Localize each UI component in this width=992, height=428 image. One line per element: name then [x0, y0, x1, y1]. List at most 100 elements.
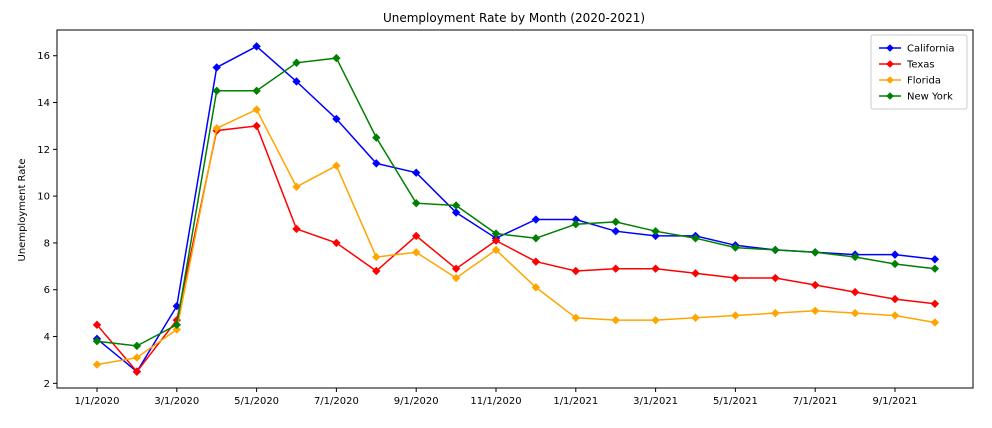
y-tick-label: 6 [44, 285, 50, 296]
data-point-florida [930, 318, 940, 327]
legend-marker [886, 76, 894, 84]
legend-entry-california: California [879, 44, 955, 55]
series-new-york [92, 53, 940, 351]
y-tick-label: 4 [44, 332, 50, 343]
y-tick-label: 12 [37, 145, 50, 156]
data-point-california [451, 208, 461, 217]
data-point-california [531, 215, 541, 224]
legend-label: California [907, 44, 955, 55]
series-florida [92, 105, 940, 369]
data-point-new-york [332, 53, 341, 63]
x-tick-label: 3/1/2020 [154, 396, 199, 407]
y-tick-label: 2 [44, 379, 50, 390]
chart-title: Unemployment Rate by Month (2020-2021) [383, 11, 645, 25]
y-axis-label: Unemployment Rate [17, 159, 28, 262]
data-point-florida [890, 311, 900, 320]
data-point-florida [132, 353, 142, 362]
x-tick-label: 1/1/2020 [75, 396, 120, 407]
data-point-new-york [571, 220, 580, 229]
legend-marker [886, 44, 894, 52]
data-point-texas [92, 320, 102, 330]
data-point-texas [332, 238, 341, 248]
data-point-florida [372, 252, 381, 262]
series-california [92, 42, 940, 376]
x-tick-label: 7/1/2020 [314, 396, 359, 407]
data-point-california [611, 227, 620, 236]
data-point-texas [412, 231, 421, 241]
data-point-florida [651, 315, 660, 325]
data-point-florida [531, 283, 541, 292]
data-point-texas [531, 257, 541, 266]
data-point-texas [811, 280, 820, 290]
data-point-florida [571, 313, 580, 323]
data-point-florida [611, 315, 620, 325]
x-tick-label: 1/1/2021 [553, 396, 598, 407]
series-line-california [96, 45, 935, 373]
data-point-texas [930, 299, 940, 308]
data-point-florida [491, 245, 501, 255]
data-point-texas [292, 224, 301, 234]
plot-area: 2 4 6 8 10 12 14 16 1/1/2020 3/1/2020 5/1/2020 7/1/… [37, 29, 974, 407]
legend-label: Florida [907, 76, 941, 87]
plot-frame [56, 29, 974, 389]
series-line-florida [96, 108, 936, 366]
legend-entry-texas: Texas [879, 60, 935, 71]
data-point-florida [811, 306, 820, 315]
data-point-texas [771, 273, 780, 283]
data-point-florida [92, 360, 102, 369]
y-tick-label: 16 [37, 51, 50, 62]
data-point-florida [332, 161, 341, 170]
data-point-new-york [451, 201, 461, 210]
data-point-california [372, 159, 381, 168]
x-tick-label: 9/1/2021 [873, 396, 918, 407]
data-point-florida [292, 182, 301, 191]
data-point-new-york [372, 133, 381, 142]
data-point-new-york [491, 229, 501, 238]
data-point-new-york [172, 320, 181, 330]
legend-label: New York [907, 92, 953, 103]
data-point-florida [731, 311, 740, 320]
data-point-texas [611, 264, 620, 273]
data-point-texas [651, 264, 660, 273]
data-point-florida [850, 308, 860, 318]
data-point-florida [252, 105, 261, 114]
data-point-florida [451, 273, 461, 283]
data-point-florida [691, 313, 700, 323]
y-tick-label: 8 [44, 238, 50, 249]
data-point-new-york [92, 337, 102, 346]
data-point-new-york [691, 234, 700, 243]
y-tick-label: 14 [37, 98, 50, 109]
legend-marker [886, 60, 894, 68]
data-point-florida [412, 248, 421, 257]
series-texas [92, 121, 940, 376]
x-tick-label: 3/1/2021 [633, 396, 678, 407]
data-point-california [332, 114, 341, 124]
data-point-new-york [132, 341, 142, 351]
data-point-texas [491, 236, 501, 245]
data-point-texas [372, 266, 381, 276]
data-point-texas [691, 269, 700, 278]
series-line-new-york [96, 57, 935, 347]
data-point-new-york [252, 86, 261, 96]
data-point-texas [571, 266, 580, 276]
data-point-new-york [212, 86, 221, 96]
data-point-california [292, 77, 301, 86]
data-point-new-york [811, 248, 820, 257]
data-point-florida [771, 308, 780, 318]
data-point-new-york [651, 227, 660, 236]
data-point-florida [172, 325, 181, 334]
y-tick-label: 10 [37, 192, 50, 203]
data-point-new-york [930, 264, 940, 273]
data-point-california [212, 63, 221, 72]
data-point-california [930, 255, 940, 264]
legend-label: Texas [906, 60, 935, 71]
legend-entry-new-york: New York [879, 92, 953, 103]
data-point-new-york [412, 198, 421, 208]
data-point-texas [451, 264, 461, 273]
data-point-california [571, 215, 580, 224]
legend-marker [886, 92, 894, 100]
data-point-texas [850, 287, 860, 297]
x-tick-label: 7/1/2021 [793, 396, 838, 407]
legend: California Texas Florida New York [870, 34, 968, 110]
